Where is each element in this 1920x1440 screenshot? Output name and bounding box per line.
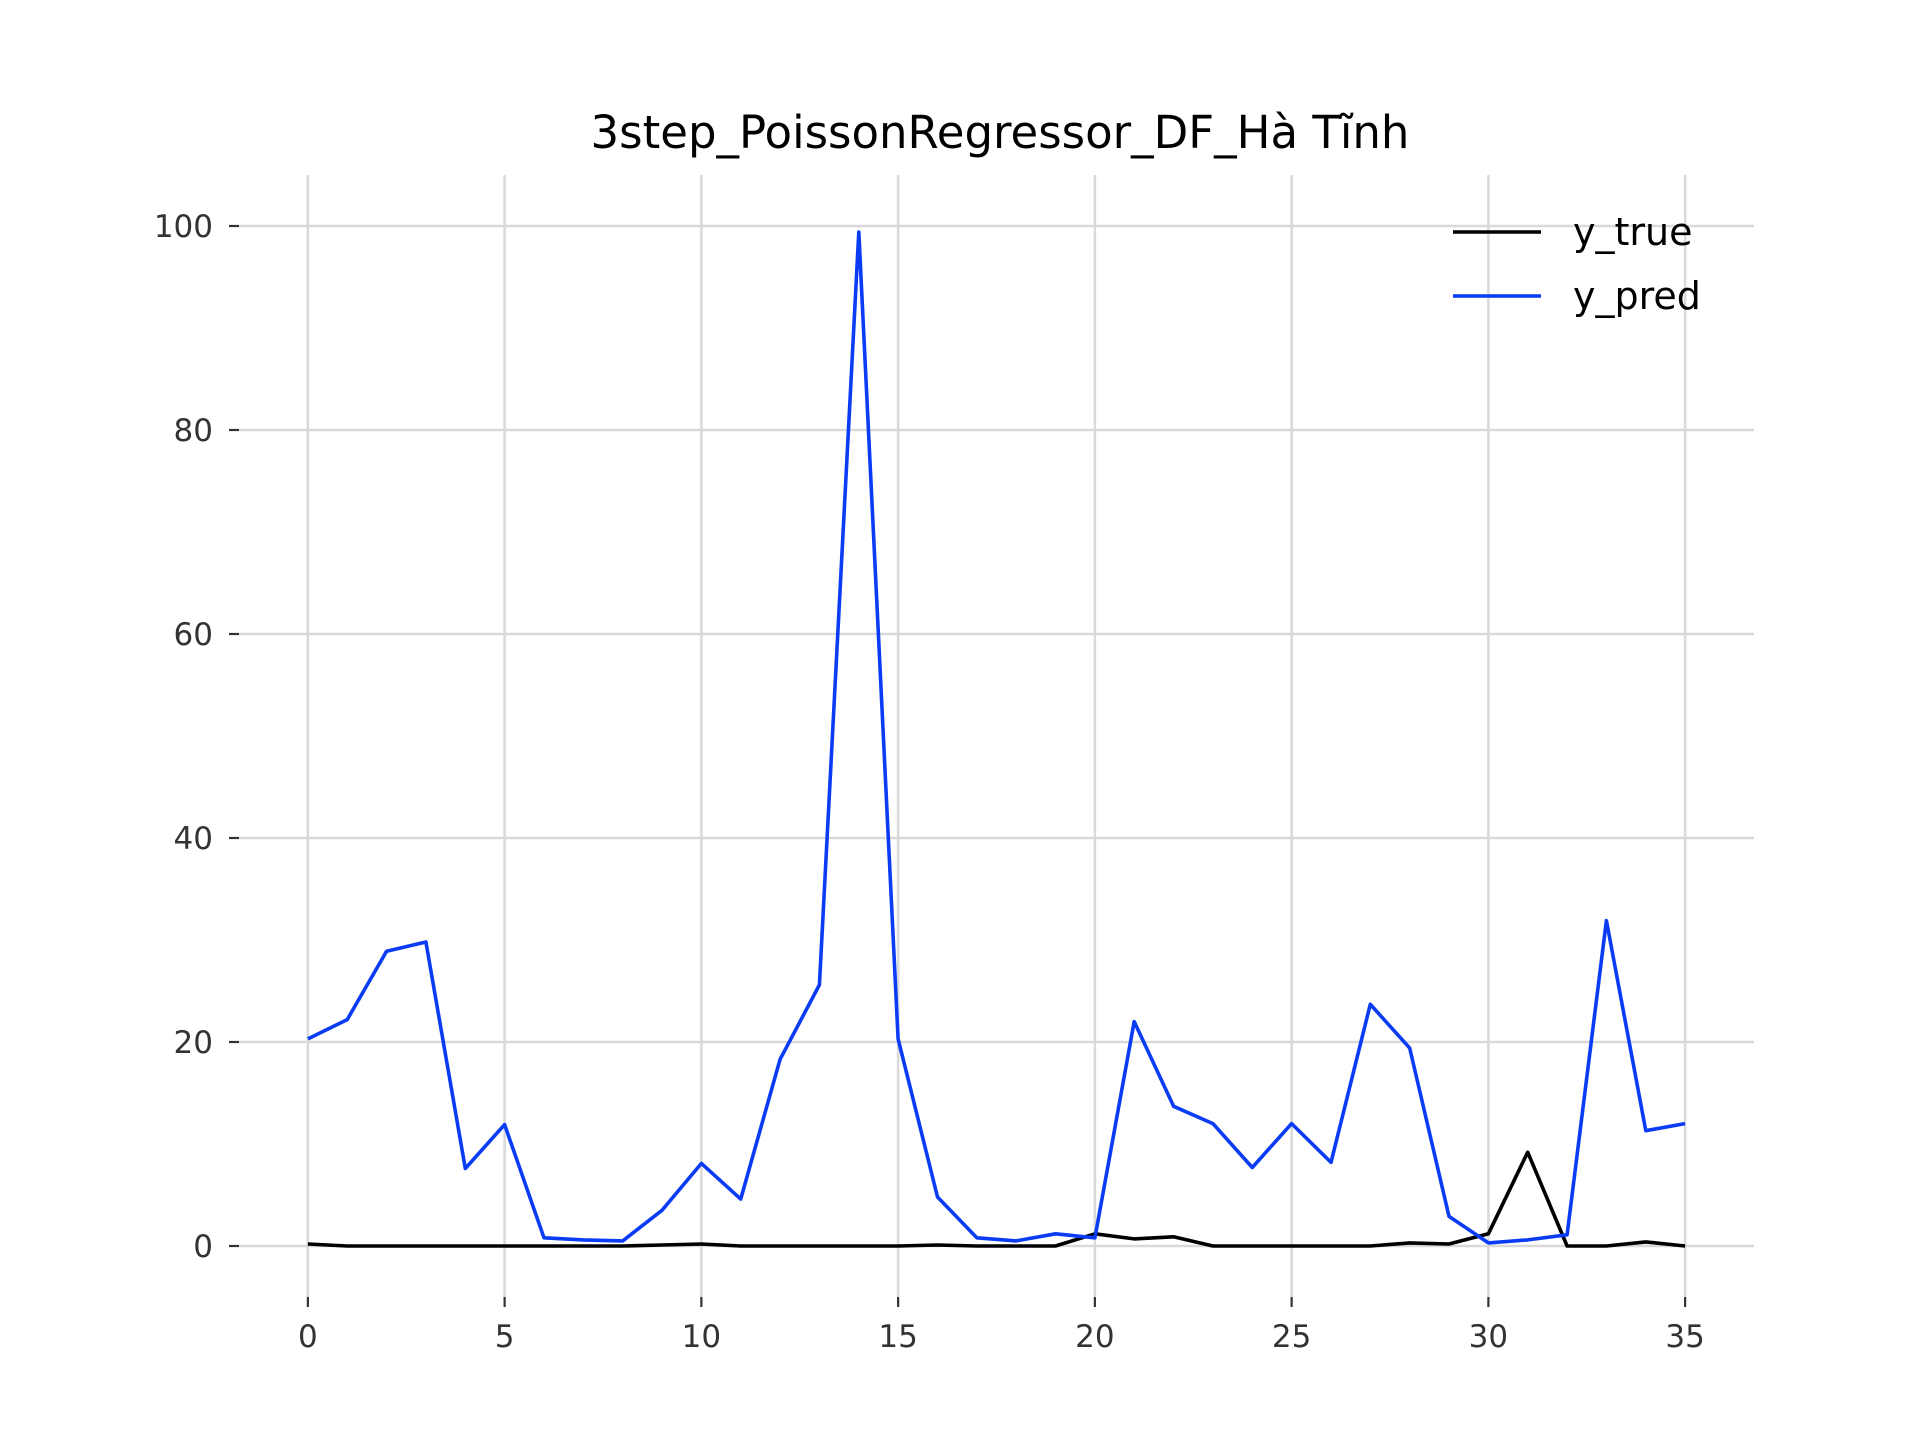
series-line-y_pred [307, 230, 1686, 1245]
y-tick-label: 20 [174, 1025, 213, 1061]
x-tick-label: 25 [1272, 1319, 1311, 1355]
y-tick-label: 80 [174, 413, 213, 449]
y-tick-label: 100 [154, 209, 213, 245]
x-tick-label: 0 [298, 1319, 318, 1355]
series-lines [307, 230, 1686, 1248]
chart-title: 3step_PoissonRegressor_DF_Hà Tĩnh [591, 106, 1410, 159]
x-tick-label: 10 [682, 1319, 721, 1355]
y-tick-label: 60 [174, 617, 213, 653]
axis-ticks: 0 5 10 15 20 25 30 35 0 20 40 60 80 100 [154, 209, 1705, 1355]
series-line-y_true [307, 1150, 1686, 1248]
x-tick-label: 20 [1075, 1319, 1114, 1355]
legend-label-y_true: y_true [1573, 210, 1692, 254]
y-tick-label: 0 [193, 1229, 213, 1265]
x-tick-label: 30 [1469, 1319, 1508, 1355]
legend-label-y_pred: y_pred [1573, 274, 1701, 318]
x-tick-label: 15 [878, 1319, 917, 1355]
x-tick-label: 5 [495, 1319, 515, 1355]
grid [239, 175, 1754, 1297]
legend: y_true y_pred [1453, 210, 1701, 318]
y-tick-label: 40 [174, 821, 213, 857]
x-tick-label: 35 [1665, 1319, 1704, 1355]
